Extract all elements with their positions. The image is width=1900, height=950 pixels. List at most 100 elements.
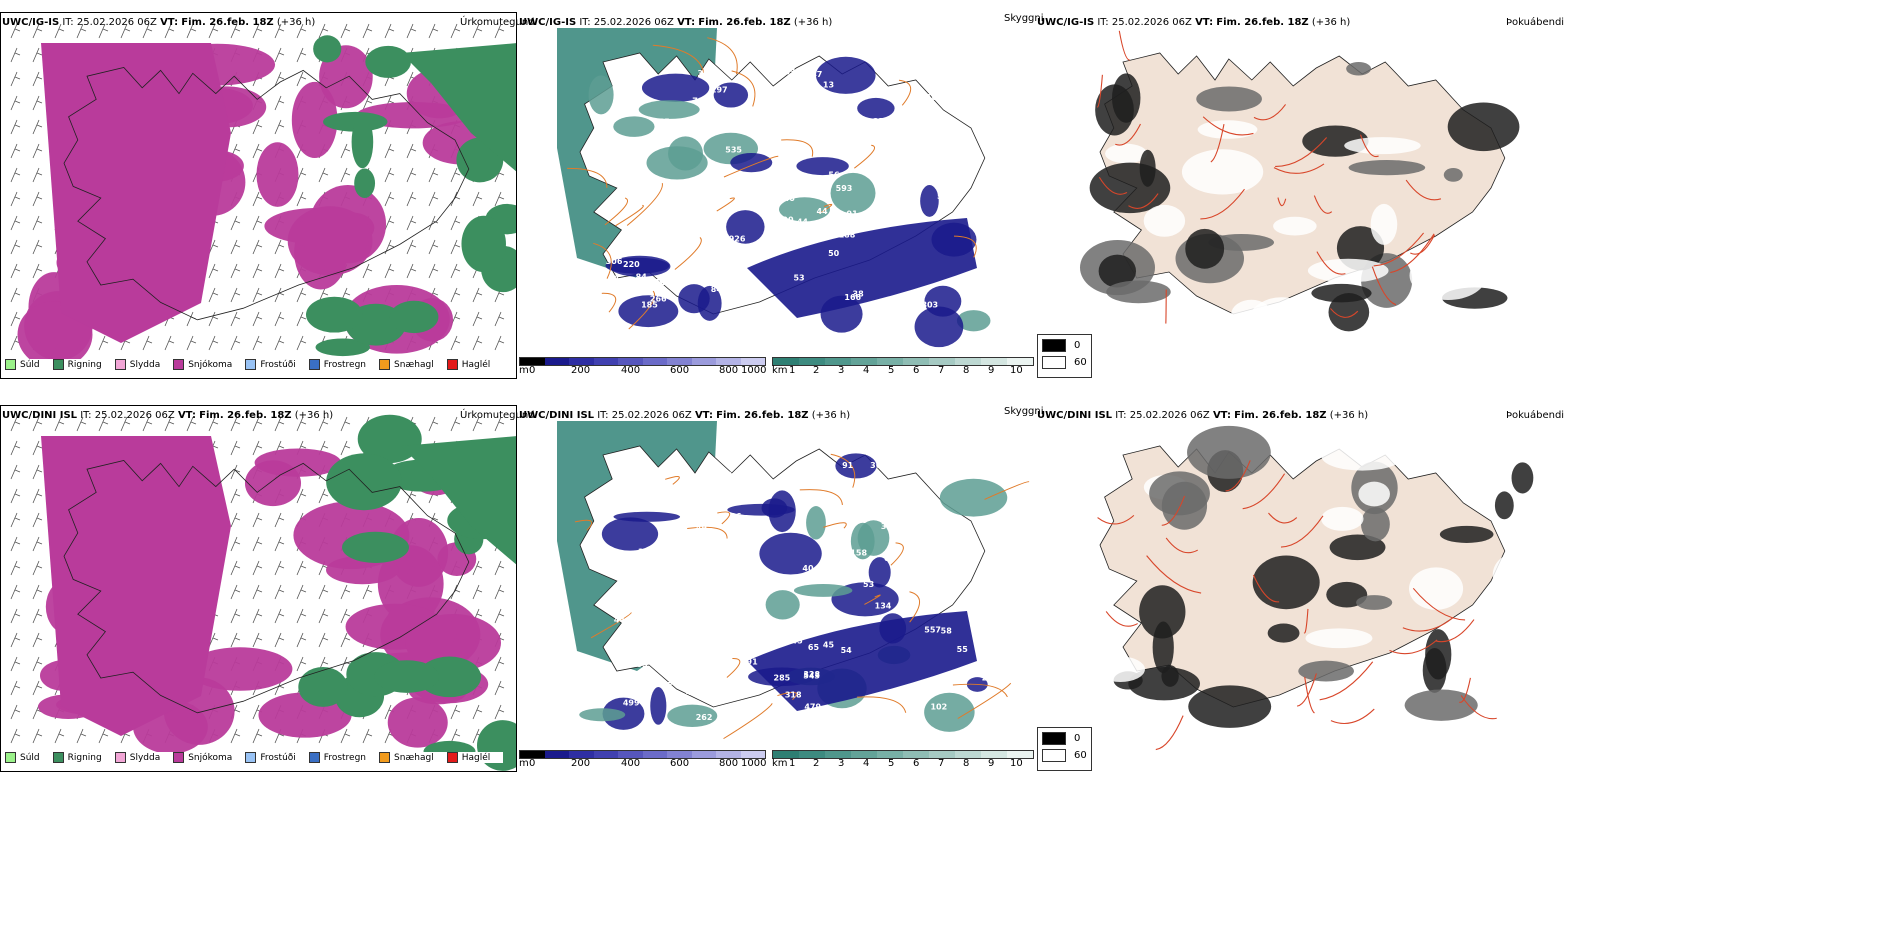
station-value-label: 191 <box>635 230 652 239</box>
station-value-label: 44 <box>614 615 626 624</box>
station-value-label: 109 <box>904 489 921 498</box>
station-value-label: 42 <box>904 495 915 504</box>
station-value-label: 535 <box>725 146 742 155</box>
station-value-label: 306 <box>606 257 623 266</box>
legend-item: Snjókoma <box>173 359 232 370</box>
station-value-label: 349 <box>955 180 972 189</box>
station-value-label: 61 <box>952 467 964 476</box>
legend-swatch <box>245 359 257 370</box>
ceiling-ticks-1: m 0 200 400 600 800 1000 <box>519 365 767 376</box>
station-value-label: 68 <box>884 554 896 563</box>
fog-legend-item: 60 <box>1042 749 1091 762</box>
visibility-colorbar-1 <box>772 357 1034 366</box>
legend-swatch <box>114 359 126 370</box>
station-value-label: 249 <box>694 499 711 508</box>
station-value-label: 44 <box>930 545 942 554</box>
station-value-label: 36 <box>870 461 882 470</box>
station-value-label: 158 <box>649 278 666 287</box>
station-value-label: 66 <box>700 557 712 566</box>
panel-title-cloud-1: UWC/IG-IS IT: 25.02.2026 06Z VT: Fim. 26… <box>519 17 833 28</box>
station-value-label: 247 <box>982 674 999 683</box>
station-value-label: 75 <box>985 160 997 169</box>
panel-title-fog-2: UWC/DINI ISL IT: 25.02.2026 06Z VT: Fim.… <box>1037 410 1369 421</box>
station-value-label: 87 <box>662 681 673 690</box>
station-value-label: 57 <box>878 503 889 512</box>
fog-type-label-1: Þokuábendi <box>1506 17 1565 28</box>
cloud-map-svg-1: 7003492628038735685938469267624342977654… <box>557 28 1002 348</box>
station-value-label: 70 <box>721 471 733 480</box>
legend-swatch <box>173 752 185 763</box>
station-value-label: 22 <box>931 126 942 135</box>
station-value-label: 333 <box>638 548 655 557</box>
station-value-label: 345 <box>786 637 803 646</box>
station-value-label: 185 <box>641 300 658 309</box>
legend-item: Súld <box>5 359 40 370</box>
station-value-label: 297 <box>711 85 728 94</box>
station-value-label: 47 <box>681 590 692 599</box>
legend-swatch <box>308 752 320 763</box>
station-value-label: 803 <box>921 300 938 309</box>
station-value-label: 327 <box>645 278 662 287</box>
station-value-label: 765 <box>653 117 670 126</box>
legend-item: Haglél <box>446 359 490 370</box>
fog-legend-item: 60 <box>1042 356 1091 369</box>
legend-swatch <box>52 359 64 370</box>
station-value-label: 40 <box>784 194 796 203</box>
visibility-ticks-2: km 1 2 3 4 5 6 7 8 9 10 <box>772 758 1023 769</box>
station-value-label: 148 <box>619 619 636 628</box>
station-value-label: 543 <box>803 672 820 681</box>
station-value-label: 63 <box>667 194 678 203</box>
ceiling-colorbar-1 <box>519 357 766 366</box>
station-value-label: 157 <box>910 685 927 694</box>
station-value-label: 91 <box>842 461 854 470</box>
station-value-label: 60 <box>621 285 633 294</box>
legend-item: Snæhagl <box>379 752 434 763</box>
station-value-label: 46 <box>694 515 706 524</box>
station-value-label: 87 <box>812 178 823 187</box>
station-value-label: 479 <box>804 702 821 711</box>
fog-type-label-2: Þokuábendi <box>1506 410 1565 421</box>
station-value-label: 134 <box>875 602 892 611</box>
legend-item: Slydda <box>114 359 160 370</box>
legend-swatch <box>446 359 458 370</box>
station-value-label: 590 <box>985 615 1002 624</box>
cloud-map-panel-2: 531 249 247 262 462 153 545 590 358 543 557 355 318 3… <box>517 421 1037 751</box>
station-value-label: 65 <box>808 643 820 652</box>
legend-item: Snæhagl <box>379 359 434 370</box>
station-value-label: 50 <box>940 128 952 137</box>
station-value-label: 58 <box>682 673 694 682</box>
station-value-label: 54 <box>835 105 847 114</box>
visibility-ticks-1: km 1 2 3 4 5 6 7 8 9 10 <box>772 365 1023 376</box>
precip-legend-2: Súld Rigning Slydda Snjókoma Frostúði Fr… <box>5 752 504 763</box>
legend-item: Frostregn <box>308 359 366 370</box>
station-value-label: 88 <box>698 559 710 568</box>
station-value-label: 55 <box>957 645 969 654</box>
station-value-label: 76 <box>956 283 968 292</box>
legend-item: Rigning <box>52 752 102 763</box>
station-value-label: 499 <box>623 699 640 708</box>
station-value-label: 557 <box>924 626 941 635</box>
station-value-label: 118 <box>799 72 816 81</box>
precip-map-panel-1 <box>0 12 517 379</box>
station-value-label: 13 <box>823 81 834 90</box>
station-value-label: 638 <box>784 67 801 76</box>
station-value-label: 47 <box>852 492 863 501</box>
station-value-label: 370 <box>624 603 641 612</box>
legend-item: Frostúði <box>245 752 296 763</box>
cloud-type-label-2: Skyggni <box>1004 406 1044 417</box>
fog-map-panel-1 <box>1037 28 1557 358</box>
station-value-label: 47 <box>811 70 822 79</box>
legend-item: Frostregn <box>308 752 366 763</box>
legend-swatch <box>379 359 391 370</box>
station-value-label: 90 <box>842 568 854 577</box>
ceiling-colorbar-2 <box>519 750 766 759</box>
station-value-label: 12 <box>902 174 913 183</box>
cloud-map-svg-2: 5312492472624621535455903585435573553183… <box>557 421 1030 740</box>
station-value-label: 53 <box>793 273 804 282</box>
station-value-label: 266 <box>650 295 667 304</box>
station-value-label: 220 <box>623 260 640 269</box>
station-value-label: 328 <box>803 670 820 679</box>
station-value-label: 45 <box>785 234 797 243</box>
station-value-label: 544 <box>705 644 722 653</box>
station-value-label: 292 <box>636 285 653 294</box>
